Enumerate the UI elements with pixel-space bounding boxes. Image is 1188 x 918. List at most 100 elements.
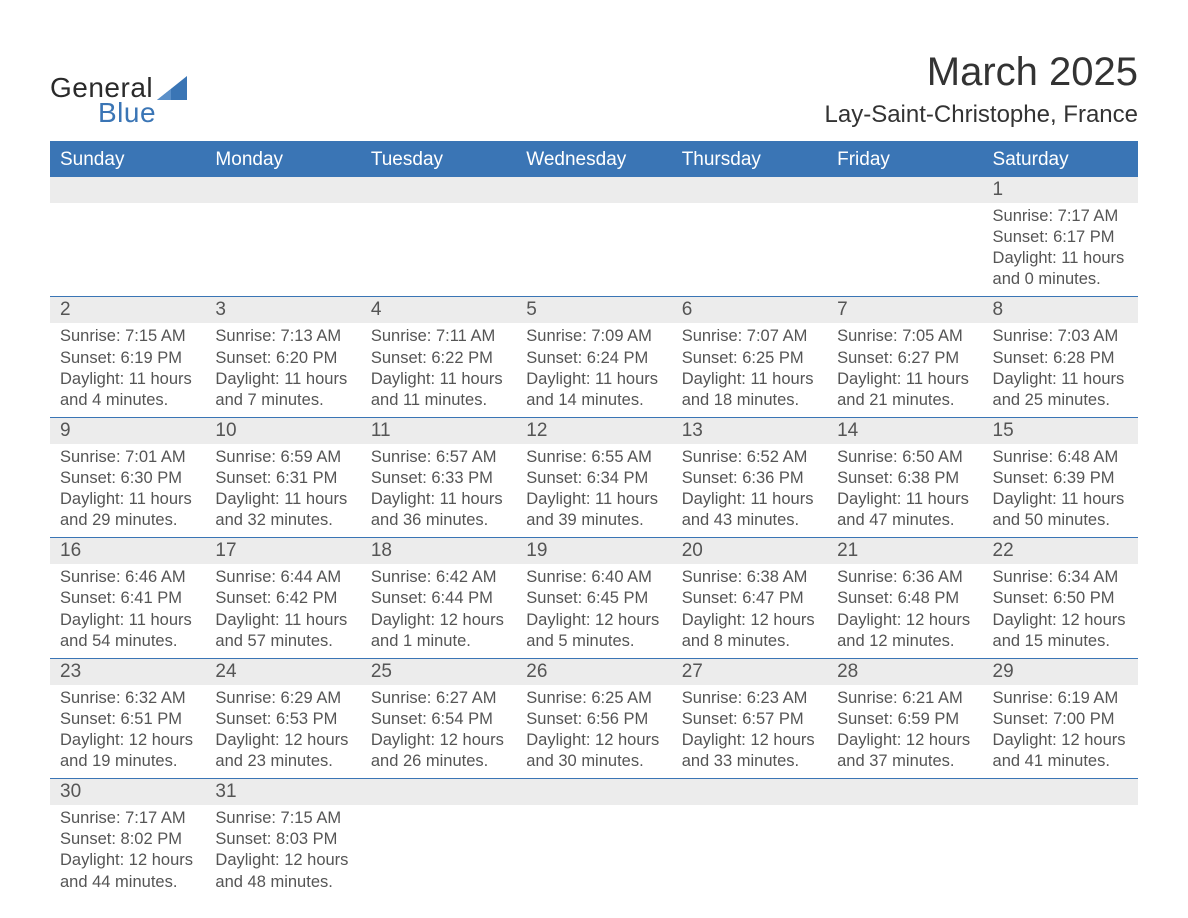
day-details (827, 203, 982, 212)
day-cell: 16Sunrise: 6:46 AMSunset: 6:41 PMDayligh… (50, 538, 205, 657)
sunrise-text: Sunrise: 6:21 AM (837, 688, 972, 709)
day-details: Sunrise: 6:52 AMSunset: 6:36 PMDaylight:… (672, 444, 827, 537)
day-details: Sunrise: 6:42 AMSunset: 6:44 PMDaylight:… (361, 564, 516, 657)
day-cell (361, 779, 516, 898)
sunrise-text: Sunrise: 7:15 AM (215, 808, 350, 829)
sunset-text: Sunset: 6:19 PM (60, 348, 195, 369)
day-details: Sunrise: 6:29 AMSunset: 6:53 PMDaylight:… (205, 685, 360, 778)
day-details: Sunrise: 6:40 AMSunset: 6:45 PMDaylight:… (516, 564, 671, 657)
week-row: 2Sunrise: 7:15 AMSunset: 6:19 PMDaylight… (50, 296, 1138, 416)
sunset-text: Sunset: 6:36 PM (682, 468, 817, 489)
day-cell: 8Sunrise: 7:03 AMSunset: 6:28 PMDaylight… (983, 297, 1138, 416)
daylight-text: Daylight: 11 hours and 43 minutes. (682, 489, 817, 531)
day-cell (50, 177, 205, 296)
sunrise-text: Sunrise: 7:17 AM (60, 808, 195, 829)
day-details (205, 203, 360, 212)
sunset-text: Sunset: 6:33 PM (371, 468, 506, 489)
day-cell: 19Sunrise: 6:40 AMSunset: 6:45 PMDayligh… (516, 538, 671, 657)
day-details: Sunrise: 7:05 AMSunset: 6:27 PMDaylight:… (827, 323, 982, 416)
day-cell: 25Sunrise: 6:27 AMSunset: 6:54 PMDayligh… (361, 659, 516, 778)
daylight-text: Daylight: 11 hours and 4 minutes. (60, 369, 195, 411)
day-number: 29 (983, 659, 1138, 685)
day-details: Sunrise: 6:44 AMSunset: 6:42 PMDaylight:… (205, 564, 360, 657)
day-details (516, 805, 671, 814)
day-number: 10 (205, 418, 360, 444)
sunrise-text: Sunrise: 7:07 AM (682, 326, 817, 347)
day-details: Sunrise: 7:11 AMSunset: 6:22 PMDaylight:… (361, 323, 516, 416)
day-details (983, 805, 1138, 814)
day-number (361, 177, 516, 203)
sunset-text: Sunset: 6:41 PM (60, 588, 195, 609)
day-cell (516, 779, 671, 898)
logo-triangle-icon (157, 76, 187, 105)
daylight-text: Daylight: 12 hours and 44 minutes. (60, 850, 195, 892)
sunset-text: Sunset: 6:17 PM (993, 227, 1128, 248)
daylight-text: Daylight: 12 hours and 26 minutes. (371, 730, 506, 772)
day-details (672, 805, 827, 814)
sunset-text: Sunset: 6:57 PM (682, 709, 817, 730)
day-details: Sunrise: 6:57 AMSunset: 6:33 PMDaylight:… (361, 444, 516, 537)
day-cell: 20Sunrise: 6:38 AMSunset: 6:47 PMDayligh… (672, 538, 827, 657)
daylight-text: Daylight: 12 hours and 48 minutes. (215, 850, 350, 892)
day-number: 12 (516, 418, 671, 444)
day-cell (672, 177, 827, 296)
sunrise-text: Sunrise: 6:42 AM (371, 567, 506, 588)
day-cell: 4Sunrise: 7:11 AMSunset: 6:22 PMDaylight… (361, 297, 516, 416)
sunset-text: Sunset: 6:20 PM (215, 348, 350, 369)
sunset-text: Sunset: 6:27 PM (837, 348, 972, 369)
sunset-text: Sunset: 6:51 PM (60, 709, 195, 730)
day-details (827, 805, 982, 814)
day-cell: 11Sunrise: 6:57 AMSunset: 6:33 PMDayligh… (361, 418, 516, 537)
day-number: 21 (827, 538, 982, 564)
daylight-text: Daylight: 12 hours and 37 minutes. (837, 730, 972, 772)
day-number: 23 (50, 659, 205, 685)
day-cell: 2Sunrise: 7:15 AMSunset: 6:19 PMDaylight… (50, 297, 205, 416)
day-cell (205, 177, 360, 296)
sunset-text: Sunset: 8:03 PM (215, 829, 350, 850)
sunrise-text: Sunrise: 6:57 AM (371, 447, 506, 468)
weekday-header: Saturday (983, 143, 1138, 177)
sunset-text: Sunset: 6:25 PM (682, 348, 817, 369)
day-cell: 15Sunrise: 6:48 AMSunset: 6:39 PMDayligh… (983, 418, 1138, 537)
weekday-header: Friday (827, 143, 982, 177)
daylight-text: Daylight: 11 hours and 14 minutes. (526, 369, 661, 411)
day-number (516, 779, 671, 805)
daylight-text: Daylight: 11 hours and 7 minutes. (215, 369, 350, 411)
title-block: March 2025 Lay-Saint-Christophe, France (825, 50, 1138, 129)
day-details: Sunrise: 7:09 AMSunset: 6:24 PMDaylight:… (516, 323, 671, 416)
day-number: 1 (983, 177, 1138, 203)
sunrise-text: Sunrise: 6:38 AM (682, 567, 817, 588)
sunrise-text: Sunrise: 7:01 AM (60, 447, 195, 468)
daylight-text: Daylight: 11 hours and 0 minutes. (993, 248, 1128, 290)
weekday-header-row: Sunday Monday Tuesday Wednesday Thursday… (50, 143, 1138, 177)
day-number: 30 (50, 779, 205, 805)
day-cell: 31Sunrise: 7:15 AMSunset: 8:03 PMDayligh… (205, 779, 360, 898)
calendar: Sunday Monday Tuesday Wednesday Thursday… (50, 141, 1138, 899)
daylight-text: Daylight: 12 hours and 8 minutes. (682, 610, 817, 652)
day-details (672, 203, 827, 212)
day-details: Sunrise: 6:50 AMSunset: 6:38 PMDaylight:… (827, 444, 982, 537)
sunrise-text: Sunrise: 6:59 AM (215, 447, 350, 468)
sunset-text: Sunset: 6:59 PM (837, 709, 972, 730)
daylight-text: Daylight: 11 hours and 54 minutes. (60, 610, 195, 652)
day-cell (516, 177, 671, 296)
day-number (827, 177, 982, 203)
day-number: 8 (983, 297, 1138, 323)
sunset-text: Sunset: 6:47 PM (682, 588, 817, 609)
header: General Blue March 2025 Lay-Saint-Christ… (50, 50, 1138, 129)
day-cell: 21Sunrise: 6:36 AMSunset: 6:48 PMDayligh… (827, 538, 982, 657)
day-number: 17 (205, 538, 360, 564)
daylight-text: Daylight: 12 hours and 33 minutes. (682, 730, 817, 772)
day-cell: 14Sunrise: 6:50 AMSunset: 6:38 PMDayligh… (827, 418, 982, 537)
day-cell: 5Sunrise: 7:09 AMSunset: 6:24 PMDaylight… (516, 297, 671, 416)
day-cell: 13Sunrise: 6:52 AMSunset: 6:36 PMDayligh… (672, 418, 827, 537)
day-number: 6 (672, 297, 827, 323)
sunrise-text: Sunrise: 7:13 AM (215, 326, 350, 347)
week-row: 16Sunrise: 6:46 AMSunset: 6:41 PMDayligh… (50, 537, 1138, 657)
daylight-text: Daylight: 12 hours and 5 minutes. (526, 610, 661, 652)
sunrise-text: Sunrise: 6:25 AM (526, 688, 661, 709)
daylight-text: Daylight: 11 hours and 47 minutes. (837, 489, 972, 531)
month-title: March 2025 (825, 50, 1138, 95)
sunrise-text: Sunrise: 6:34 AM (993, 567, 1128, 588)
day-number: 22 (983, 538, 1138, 564)
